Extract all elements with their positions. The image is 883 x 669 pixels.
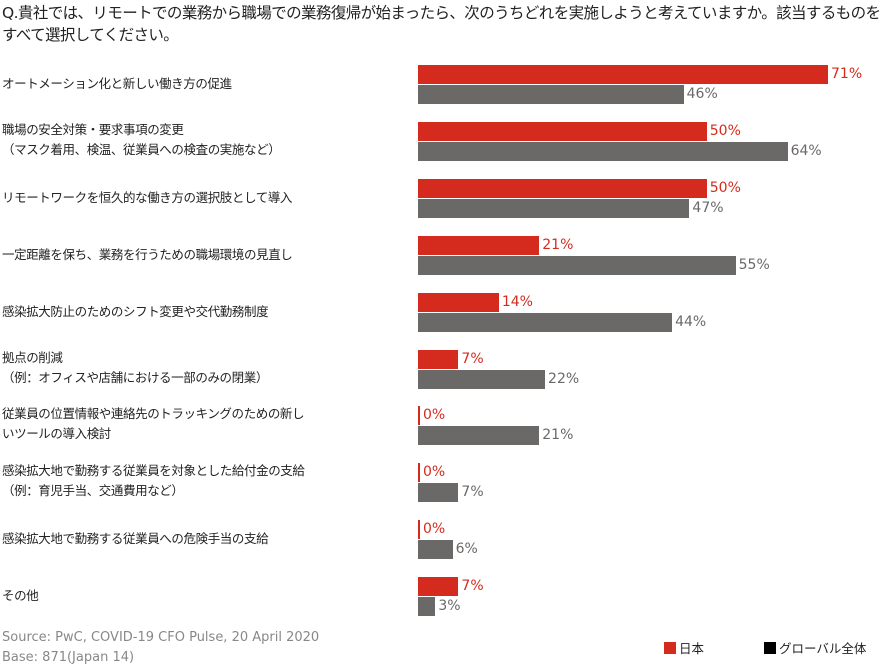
- legend-swatch-japan: [664, 641, 676, 654]
- data-label-global: 47%: [692, 199, 724, 216]
- bar-japan: [418, 463, 420, 483]
- chart-title: Q.貴社では、リモートでの業務から職場での業務復帰が始まったら、次のうちどれを実…: [2, 4, 881, 44]
- bar-japan: [418, 292, 499, 312]
- category-label: 感染拡大防止のためのシフト変更や交代勤務制度: [2, 303, 269, 319]
- data-label-japan: 71%: [831, 66, 863, 82]
- data-label-global: 22%: [548, 370, 580, 387]
- legend-label-global: グローバル全体: [779, 641, 867, 656]
- data-label-global: 21%: [542, 427, 574, 444]
- data-label-japan: 50%: [709, 122, 741, 139]
- bar-global: [418, 540, 453, 560]
- category-label: 一定距離を保ち、業務を行うための職場環境の見直し: [2, 246, 293, 262]
- bar-japan: [418, 406, 420, 426]
- source-note: Source: PwC, COVID-19 CFO Pulse, 20 Apri…: [2, 630, 320, 645]
- bar-japan: [418, 349, 459, 369]
- bar-global: [418, 426, 540, 446]
- bar-global: [418, 483, 459, 503]
- category-label: オートメーション化と新しい働き方の促進: [2, 76, 232, 91]
- category-label: 拠点の削減 （例：オフィスや店舗における一部のみの閉業）: [2, 349, 268, 385]
- legend-swatch-global: [764, 641, 776, 654]
- data-label-global: 44%: [675, 313, 707, 330]
- category-label: その他: [2, 588, 39, 604]
- category-label: リモートワークを恒久的な働き方の選択肢として導入: [2, 189, 293, 205]
- bar-japan: [418, 121, 707, 141]
- bar-japan: [418, 235, 540, 255]
- legend-item-global: グローバル全体: [764, 638, 866, 657]
- category-label: 従業員の位置情報や連絡先のトラッキングのための新し いツールの導入検討: [2, 406, 305, 442]
- bar-global: [418, 369, 546, 389]
- bar-japan: [418, 178, 707, 198]
- category-label: 職場の安全対策・要求事項の変更 （マスク着用、検温、従業員への検査の実施など）: [2, 121, 281, 157]
- data-label-global: 7%: [461, 484, 484, 501]
- base-note: Base: 871(Japan 14): [2, 650, 135, 665]
- category-label: 感染拡大地で勤務する従業員を対象とした給付金の支給 （例：育児手当、交通費用など…: [2, 463, 305, 499]
- data-label-japan: 0%: [423, 521, 446, 538]
- bar-japan: [418, 577, 459, 597]
- bar-global: [418, 597, 436, 617]
- data-label-japan: 50%: [709, 179, 741, 196]
- category-label: 感染拡大地で勤務する従業員への危険手当の支給: [2, 531, 269, 547]
- data-label-japan: 21%: [542, 236, 574, 253]
- data-label-global: 3%: [438, 598, 461, 615]
- bar-global: [418, 198, 690, 218]
- bar-global: [418, 312, 673, 332]
- data-label-japan: 14%: [501, 293, 533, 310]
- data-label-japan: 7%: [461, 350, 484, 367]
- legend-item-japan: 日本: [664, 638, 704, 657]
- legend-label-japan: 日本: [679, 641, 705, 656]
- data-label-japan: 0%: [423, 407, 446, 424]
- bar-global: [418, 255, 736, 275]
- data-label-global: 46%: [686, 86, 718, 102]
- bar-global: [418, 141, 788, 161]
- data-label-japan: 0%: [423, 464, 446, 481]
- data-label-global: 6%: [455, 541, 478, 558]
- data-label-japan: 7%: [461, 578, 484, 595]
- bar-japan: [418, 65, 829, 84]
- data-label-global: 64%: [790, 142, 822, 159]
- data-label-global: 55%: [738, 256, 770, 273]
- bar-japan: [418, 520, 420, 540]
- bar-global: [418, 85, 684, 104]
